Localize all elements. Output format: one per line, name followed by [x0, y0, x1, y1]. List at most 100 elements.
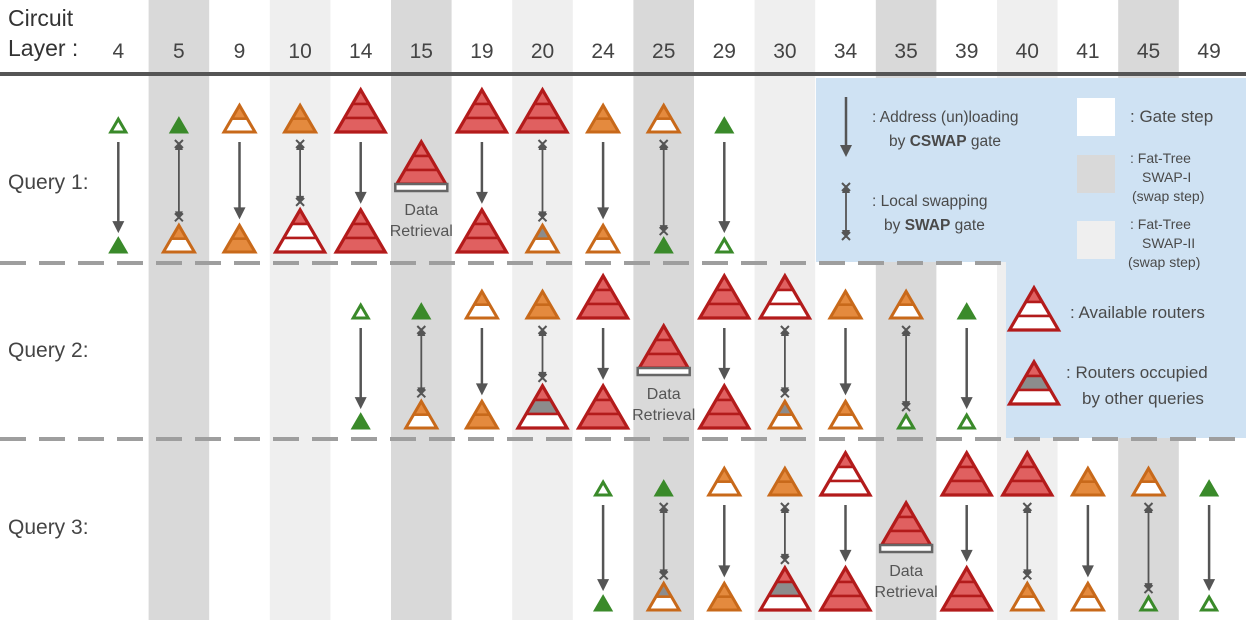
query-step: Data Retrieval — [390, 138, 453, 240]
router-tree-icon — [818, 449, 873, 497]
layer-label: 49 — [1197, 40, 1220, 63]
query-step — [956, 302, 977, 430]
router-tree-icon — [584, 222, 622, 254]
router-tree-icon — [575, 382, 631, 430]
header: Circuit Layer : — [8, 5, 78, 61]
query-step — [272, 102, 328, 254]
query-step — [108, 116, 129, 254]
query-label: Query 1: — [8, 171, 89, 194]
router-tree-icon — [108, 116, 129, 134]
query-step — [160, 116, 198, 254]
layer-label: 29 — [713, 40, 736, 63]
legend-swap1-swatch — [1077, 155, 1115, 193]
query-step — [1000, 449, 1055, 612]
router-tree-icon — [706, 465, 743, 497]
swap-arrow — [174, 139, 184, 223]
data-retrieval-label-line2: Retrieval — [632, 407, 695, 424]
cswap-arrow — [112, 142, 125, 234]
router-tree-icon — [1009, 580, 1046, 612]
swap-arrow — [416, 325, 427, 399]
layer-label: 9 — [234, 40, 246, 63]
router-tree-icon — [411, 302, 432, 320]
router-tree-icon — [1069, 580, 1107, 612]
router-tree-icon — [939, 449, 994, 497]
swap-arrow — [901, 325, 911, 412]
layer-label: 30 — [773, 40, 796, 63]
query-step — [697, 272, 752, 430]
query-step — [584, 102, 622, 254]
router-tree-icon — [454, 206, 510, 254]
query-step — [757, 465, 813, 612]
legend-swap-text-line1: : Local swapping — [872, 193, 987, 210]
legend-swap2-swatch — [1077, 221, 1115, 259]
router-tree-icon — [757, 564, 813, 612]
layer-label: 25 — [652, 40, 675, 63]
router-tree-icon — [757, 272, 813, 320]
swap-arrow — [658, 139, 669, 236]
query-step — [714, 116, 735, 254]
query-steps: Data Retrieval Data Retrieval Data Retrieval — [108, 86, 1220, 612]
data-retrieval-label-line2: Retrieval — [875, 584, 938, 601]
available-router-icon — [1006, 284, 1062, 332]
swap-arrow — [1022, 502, 1033, 581]
data-retrieval-block — [394, 182, 449, 193]
router-tree-icon — [1138, 594, 1159, 612]
query-step — [515, 86, 570, 254]
legend-swap2-text-line3: (swap step) — [1128, 254, 1200, 270]
query-step — [1069, 465, 1107, 612]
router-tree-icon — [636, 322, 691, 370]
layer-column-10 — [269, 0, 331, 620]
router-tree-icon — [350, 302, 371, 320]
legend: : Address (un)loading by CSWAP gate : Lo… — [840, 97, 1213, 408]
legend-swap1-text-line2: SWAP-I — [1142, 169, 1191, 185]
layer-label: 34 — [834, 40, 858, 63]
swap-arrow — [780, 325, 790, 399]
legend-occupied-router-icon — [1006, 358, 1062, 406]
cswap-arrow — [475, 142, 488, 204]
swap-arrow — [537, 139, 548, 223]
router-tree-icon — [895, 412, 917, 430]
router-tree-icon — [463, 398, 501, 430]
query-step — [454, 86, 510, 254]
router-tree-icon — [827, 288, 864, 320]
data-retrieval-block — [636, 366, 691, 377]
router-tree-icon — [939, 564, 994, 612]
router-tree-icon — [515, 86, 570, 134]
router-tree-icon — [281, 102, 319, 134]
query-step: Data Retrieval — [632, 322, 695, 424]
router-tree-icon — [108, 236, 129, 254]
query-step — [706, 465, 743, 612]
router-tree-icon — [818, 564, 873, 612]
query-label: Query 3: — [8, 516, 89, 539]
query-dividers — [0, 261, 1246, 441]
router-tree-icon — [1198, 479, 1220, 497]
query-step — [515, 288, 570, 430]
layer-label: 14 — [349, 40, 373, 63]
layer-label: 5 — [173, 40, 185, 63]
query-step — [645, 102, 682, 254]
legend-cswap-arrow — [840, 97, 852, 157]
data-retrieval-label-line1: Data — [647, 386, 681, 403]
header-label-line1: Circuit — [8, 5, 74, 31]
legend-gate-text: : Gate step — [1130, 107, 1213, 126]
router-tree-icon — [697, 272, 752, 320]
legend-cswap-text-line2: by CSWAP gate — [889, 133, 1001, 150]
router-tree-icon — [887, 288, 925, 320]
router-tree-icon — [1069, 465, 1107, 497]
legend-swap-text-line2: by SWAP gate — [884, 217, 985, 234]
legend-cswap-text-line1: : Address (un)loading — [872, 109, 1018, 126]
cswap-arrow — [354, 142, 367, 204]
cswap-arrow — [839, 505, 852, 562]
router-tree-icon — [350, 412, 371, 430]
query-step — [333, 86, 388, 254]
router-tree-icon — [403, 398, 440, 430]
router-tree-icon — [221, 222, 258, 254]
legend-swap2-text-line1: : Fat-Tree — [1130, 216, 1191, 232]
cswap-arrow — [233, 142, 246, 220]
data-retrieval-label-line2: Retrieval — [390, 223, 453, 240]
router-tree-icon — [956, 412, 977, 430]
router-tree-icon — [706, 580, 743, 612]
router-tree-icon — [766, 398, 804, 430]
query-step — [463, 288, 501, 430]
data-retrieval-block — [878, 543, 934, 554]
